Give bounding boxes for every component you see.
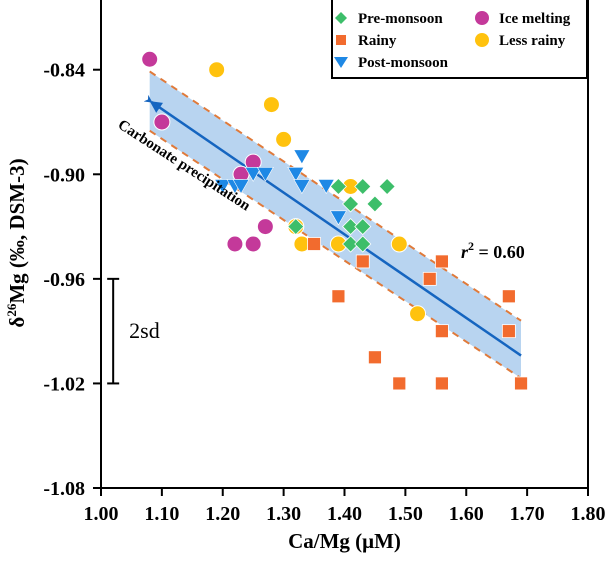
legend-marker-icon [475,33,489,47]
x-tick-label: 1.20 [205,503,240,525]
data-point [331,289,346,304]
data-point [256,166,274,182]
x-axis-title: Ca/Mg (μM) [288,529,401,553]
data-point [501,324,516,339]
x-tick-label: 1.10 [144,503,179,525]
data-point [287,218,305,236]
legend-marker-icon [335,12,347,24]
r-squared-value: = 0.60 [474,242,525,262]
legend-label: Rainy [358,33,397,49]
upper-bound-line [149,70,522,322]
data-point [232,179,250,195]
error-bar-label: 2sd [129,318,160,343]
x-tick-label: 1.00 [84,503,119,525]
regression-line [143,94,522,357]
data-point [501,289,516,304]
legend-label: Ice melting [499,11,571,27]
y-tick-label: -1.08 [43,478,85,500]
confidence-band [149,71,521,379]
x-tick-label: 1.80 [571,503,606,525]
data-point [287,166,305,182]
y-axis-title-rest: Mg (‰, DSM-3) [5,158,29,303]
data-point [342,195,360,213]
y-axis-title-delta: δ [5,317,29,328]
data-point [293,149,311,165]
legend-item: Ice melting [475,11,571,27]
data-points-layer [141,50,528,391]
legend-marker-icon [475,11,489,25]
data-point [262,96,280,114]
data-point [256,218,274,236]
legend-marker-icon [334,57,348,68]
data-point [354,218,372,236]
data-point [244,235,262,253]
error-bar-2sd: 2sd [107,277,160,385]
regression-band-layer [143,70,522,380]
data-point [153,113,171,131]
data-point [214,179,232,195]
lower-bound-line [149,129,522,380]
legend-item: Post-monsoon [334,55,449,71]
data-point [390,235,408,253]
x-tick-label: 1.60 [449,503,484,525]
x-tick-label: 1.40 [327,503,362,525]
data-point [354,235,372,253]
data-point [342,218,360,236]
data-point [244,166,262,182]
series-ice-melting [141,50,274,253]
x-tick-label: 1.50 [388,503,423,525]
data-point [378,177,396,196]
trend-arrow-icon [149,101,163,113]
data-point [342,235,360,253]
data-point [226,235,244,253]
x-tick-label: 1.70 [510,503,545,525]
series-post-monsoon [214,149,347,226]
data-point [514,376,528,391]
legend-item: Pre-monsoon [335,11,443,27]
data-point [355,254,370,269]
data-point [434,324,449,339]
data-point [434,376,449,391]
series-pre-monsoon [287,177,396,253]
y-tick-label: -0.84 [43,60,85,82]
legend-label: Pre-monsoon [358,11,443,27]
data-point [329,210,347,226]
y-tick-label: -0.90 [43,164,85,186]
r-squared-r: r [461,242,469,262]
y-axis-title-sup: 26 [4,303,19,317]
legend-label: Less rainy [499,33,566,49]
axes-layer: 1.00 1.10 1.20 1.30 1.40 1.50 1.60 1.70 1.80 -0.8… [4,0,606,553]
data-point [275,130,293,148]
data-point [354,177,372,196]
legend-marker-icon [336,35,346,45]
data-point [141,50,159,68]
legend-item: Less rainy [475,33,566,49]
data-point [293,179,311,195]
y-tick-label: -1.02 [43,373,85,395]
data-point [392,376,407,391]
data-point [422,271,437,286]
r-squared-label: r2 = 0.60 [461,239,525,262]
data-point [208,61,226,79]
data-point [368,350,382,365]
data-point [329,177,347,196]
series-rainy [307,237,528,391]
r-squared-sup: 2 [468,239,474,253]
y-tick-label: -0.96 [43,269,85,291]
legend-label: Post-monsoon [358,55,449,71]
data-point [409,305,427,323]
data-point [434,254,449,269]
y-axis-title: δ26Mg (‰, DSM-3) [4,158,29,327]
data-point [307,237,321,251]
data-point [366,195,384,213]
x-tick-label: 1.30 [266,503,301,525]
legend-item: Rainy [336,33,397,49]
legend-box [331,0,588,79]
legend: Pre-monsoon Rainy Post-monsoon Ice melting L… [331,0,588,79]
